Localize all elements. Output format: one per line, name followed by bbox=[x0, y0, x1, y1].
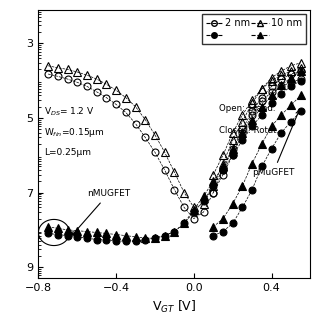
Text: Closed: Rotat.: Closed: Rotat. bbox=[219, 126, 279, 135]
Text: W$_{fin}$=0.15μm: W$_{fin}$=0.15μm bbox=[44, 126, 105, 139]
Text: V$_{DS}$= 1.2 V: V$_{DS}$= 1.2 V bbox=[44, 105, 95, 117]
Text: nMUGFET: nMUGFET bbox=[72, 189, 130, 235]
Text: pMuGFET: pMuGFET bbox=[252, 110, 300, 177]
Text: L=0.25μm: L=0.25μm bbox=[44, 148, 91, 157]
Text: Open: Stand.: Open: Stand. bbox=[219, 104, 276, 113]
Legend: 2 nm, , 10 nm, : 2 nm, , 10 nm, bbox=[202, 14, 306, 44]
X-axis label: V$_{GT}$ [V]: V$_{GT}$ [V] bbox=[152, 299, 196, 315]
